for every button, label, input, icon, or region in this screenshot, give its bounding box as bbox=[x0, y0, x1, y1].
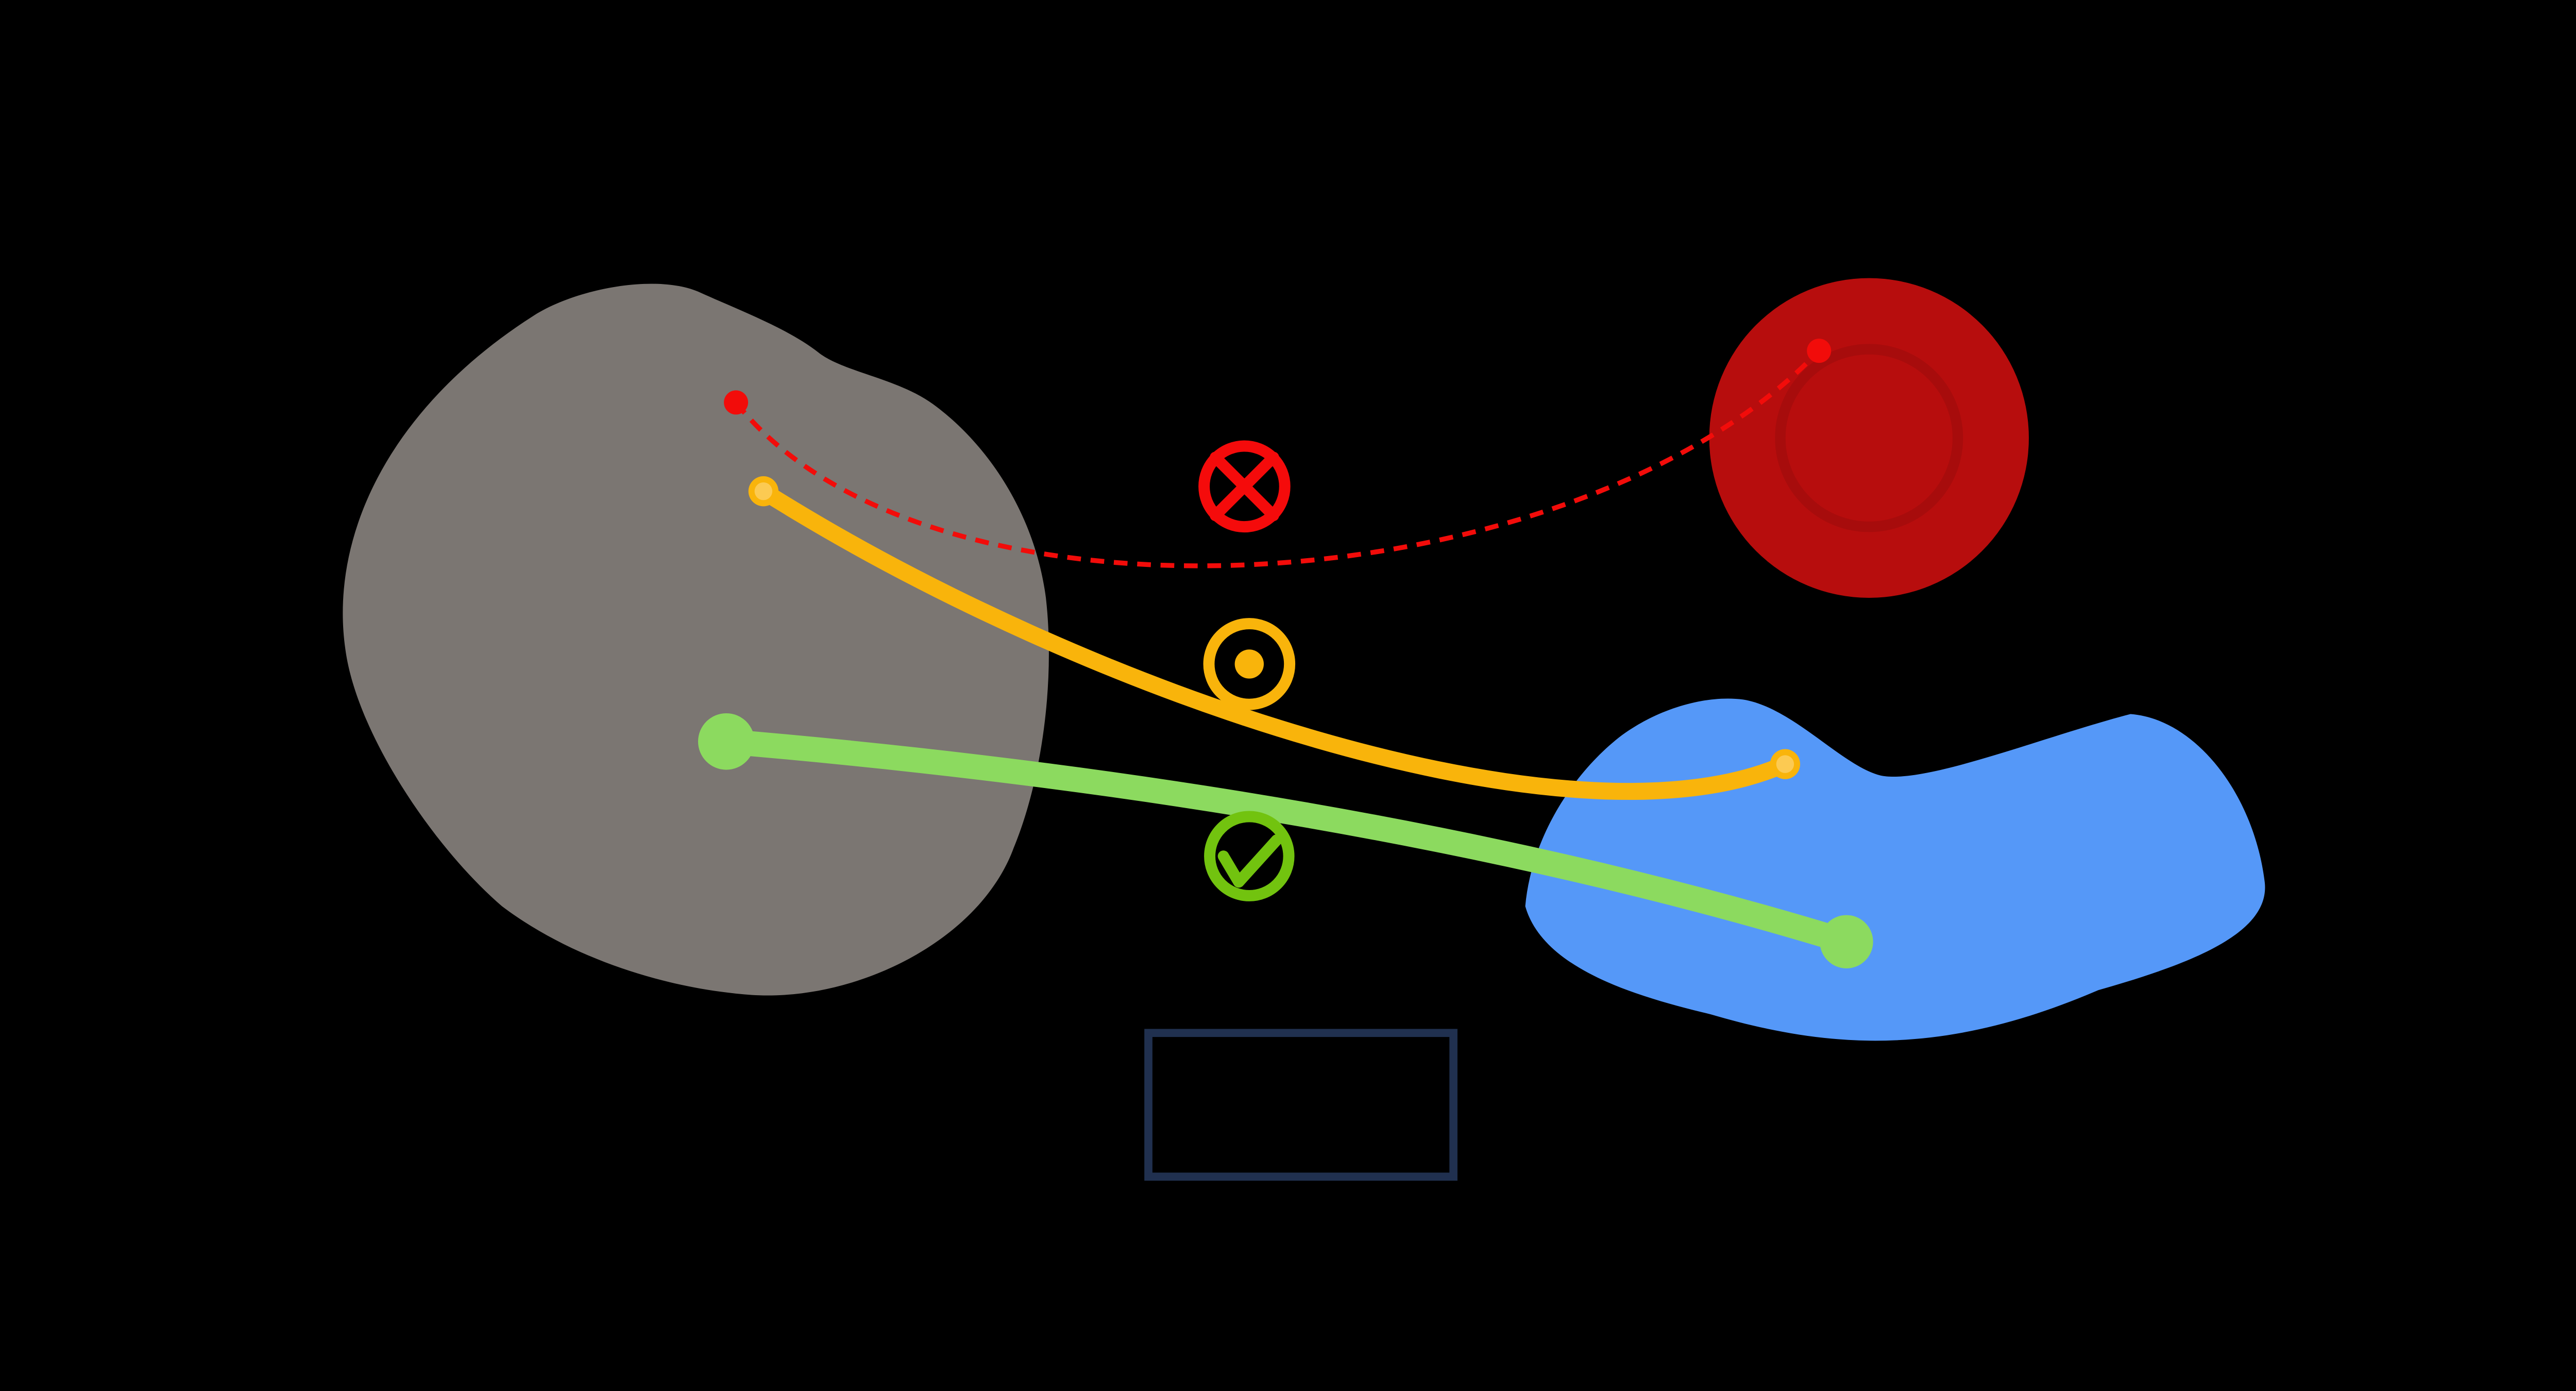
target-icon-center-dot bbox=[1234, 649, 1264, 679]
target-icon-circle bbox=[1203, 618, 1296, 710]
empty-label-box bbox=[1144, 1029, 1458, 1181]
blue-blob bbox=[1525, 698, 2265, 1041]
check-icon-circle bbox=[1204, 811, 1295, 901]
red-dashed-connector bbox=[734, 349, 1821, 568]
amber-endpoint-dot-left-center bbox=[754, 482, 773, 500]
red-endpoint-dot-left bbox=[724, 390, 749, 415]
green-endpoint-dot-left bbox=[698, 713, 755, 770]
cross-icon-circle bbox=[1198, 440, 1291, 533]
red-endpoint-dot-right bbox=[1807, 339, 1832, 363]
dark-red-circle bbox=[1709, 278, 2029, 598]
green-endpoint-dot-right bbox=[1820, 915, 1873, 968]
gray-blob bbox=[343, 283, 1049, 996]
green-connector bbox=[714, 729, 1859, 954]
amber-endpoint-dot-right-center bbox=[1776, 755, 1794, 773]
cross-icon-stroke-2 bbox=[1210, 451, 1279, 522]
amber-connector bbox=[755, 482, 1794, 800]
check-icon-tick bbox=[1217, 834, 1283, 888]
dark-red-inner-ring bbox=[1775, 344, 1963, 532]
